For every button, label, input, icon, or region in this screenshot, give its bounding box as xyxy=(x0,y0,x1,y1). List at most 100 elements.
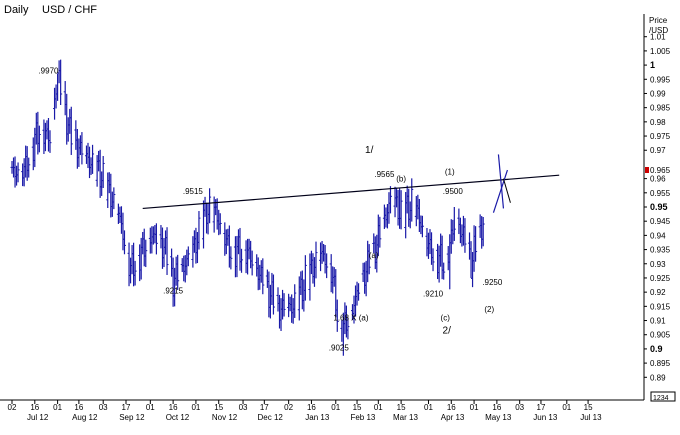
ohlc-bar-11 xyxy=(27,157,31,178)
y-axis: 1.01 1.005 1 0.995 0.99 0.985 0.98 0.975 0.97 0.9… xyxy=(644,33,671,382)
price-unit-label: Price xyxy=(649,16,668,25)
overlay-lines xyxy=(142,154,560,213)
ohlc-bar-228 xyxy=(357,283,361,301)
y-tick-label-22: 0.895 xyxy=(650,359,671,368)
y-tick-label-7: 0.975 xyxy=(650,132,671,141)
y-tick-label-20: 0.905 xyxy=(650,331,671,340)
price-bars xyxy=(10,59,485,356)
annotation-11: (c) xyxy=(441,314,451,323)
annotation-13: (1) xyxy=(445,167,455,176)
x-day-label-5: 17 xyxy=(122,403,131,412)
ohlc-bar-46 xyxy=(80,132,84,165)
ohlc-bar-109 xyxy=(176,254,180,290)
ohlc-bar-67 xyxy=(112,187,116,210)
x-day-label-3: 16 xyxy=(74,403,83,412)
ohlc-bar-277 xyxy=(431,248,435,272)
x-month-label-11: Jun 13 xyxy=(533,413,558,422)
ohlc-bar-88 xyxy=(144,239,148,268)
annotation-8: (b) xyxy=(396,174,406,183)
x-month-label-5: Dec 12 xyxy=(258,413,284,422)
annotation-10: 1.68 X (a) xyxy=(333,314,368,323)
price-unit-currency: /USD xyxy=(649,26,668,35)
annotation-2: .9215 xyxy=(163,287,184,296)
x-day-label-19: 16 xyxy=(447,403,456,412)
y-tick-label-21: 0.9 xyxy=(650,344,663,354)
annotation-4: .9565 xyxy=(374,170,395,179)
x-day-label-0: 02 xyxy=(8,403,17,412)
annotation-12: (2) xyxy=(484,305,494,314)
annotation-14: 1/ xyxy=(365,145,374,156)
x-month-label-0: Jul 12 xyxy=(27,413,49,422)
x-month-label-4: Nov 12 xyxy=(212,413,238,422)
ohlc-bar-298 xyxy=(463,218,467,253)
annotation-0: .9970 xyxy=(38,67,59,76)
ohlc-bar-221 xyxy=(346,317,350,340)
x-day-label-20: 01 xyxy=(470,403,479,412)
y-tick-label-17: 0.92 xyxy=(650,288,666,297)
x-day-label-21: 16 xyxy=(492,403,501,412)
y-tick-label-23: 0.89 xyxy=(650,373,666,382)
y-tick-label-12: 0.945 xyxy=(650,217,671,226)
ohlc-bar-18 xyxy=(37,125,41,153)
x-day-label-13: 16 xyxy=(307,403,316,412)
cross-mark-stroke-b xyxy=(492,169,509,213)
annotation-9: (a) xyxy=(369,251,379,260)
y-tick-label-1: 1.005 xyxy=(650,47,671,56)
x-month-label-6: Jan 13 xyxy=(305,413,330,422)
ohlc-bar-165 xyxy=(261,258,265,295)
ohlc-bar-144 xyxy=(229,246,233,270)
x-month-label-2: Sep 12 xyxy=(119,413,145,422)
x-day-label-16: 01 xyxy=(374,403,383,412)
corner-box-label: 1234 xyxy=(653,395,669,402)
x-day-label-17: 15 xyxy=(397,403,406,412)
y-tick-label-9: 0.96 xyxy=(650,175,666,184)
y-tick-label-5: 0.985 xyxy=(650,104,671,113)
x-day-label-22: 03 xyxy=(515,403,524,412)
ohlc-bar-81 xyxy=(133,260,137,286)
x-day-label-2: 01 xyxy=(53,403,62,412)
y-tick-label-6: 0.98 xyxy=(650,118,666,127)
y-tick-label-8: 0.97 xyxy=(650,146,666,155)
ohlc-bar-179 xyxy=(282,293,286,317)
x-day-label-25: 15 xyxy=(584,403,593,412)
annotation-15: 2/ xyxy=(443,325,452,336)
ohlc-bar-249 xyxy=(388,186,392,214)
ohlc-bar-186 xyxy=(293,284,297,318)
y-tick-label-19: 0.91 xyxy=(650,317,666,326)
y-tick-label-0: 1.01 xyxy=(650,33,666,42)
cross-mark-stroke-c xyxy=(502,178,511,203)
corner-box[interactable]: 1234 xyxy=(650,391,676,402)
x-day-label-1: 16 xyxy=(30,403,39,412)
y-tick-label-11: 0.95 xyxy=(650,202,668,212)
x-day-label-18: 01 xyxy=(424,403,433,412)
cross-mark-stroke-a xyxy=(497,154,505,209)
x-day-label-7: 16 xyxy=(169,403,178,412)
ohlc-bar-263 xyxy=(410,178,414,222)
ohlc-bar-74 xyxy=(122,230,126,255)
chart-period-label: Daily xyxy=(4,4,29,16)
neckline-trendline xyxy=(142,174,560,210)
ohlc-bar-32 xyxy=(59,59,63,106)
x-month-label-10: May 13 xyxy=(485,413,512,422)
annotation-1: .9515 xyxy=(183,187,204,196)
ohlc-bar-60 xyxy=(101,156,105,189)
y-tick-label-2: 1 xyxy=(650,60,655,70)
annotation-6: .9500 xyxy=(443,187,464,196)
x-day-label-12: 02 xyxy=(284,403,293,412)
x-axis: 02 16 01 16 03 17 01 16 01 15 03 17 02 16 01 15 01 15 01 16… xyxy=(8,400,602,422)
ohlc-bar-242 xyxy=(378,216,382,248)
ohlc-bar-102 xyxy=(165,227,169,275)
x-month-label-7: Feb 13 xyxy=(350,413,375,422)
x-day-label-8: 01 xyxy=(191,403,200,412)
x-day-label-23: 17 xyxy=(537,403,546,412)
ohlc-bar-207 xyxy=(325,253,329,279)
y-tick-label-16: 0.925 xyxy=(650,274,671,283)
annotations: .9970 .9515 .9215 .9025 .9565 .9210 .9500 .9250… xyxy=(38,67,502,353)
x-day-label-4: 03 xyxy=(99,403,108,412)
x-day-label-9: 15 xyxy=(214,403,223,412)
x-day-label-10: 03 xyxy=(239,403,248,412)
ohlc-bar-158 xyxy=(250,250,254,276)
ohlc-bar-200 xyxy=(314,241,318,279)
ohlc-bar-235 xyxy=(367,244,371,275)
